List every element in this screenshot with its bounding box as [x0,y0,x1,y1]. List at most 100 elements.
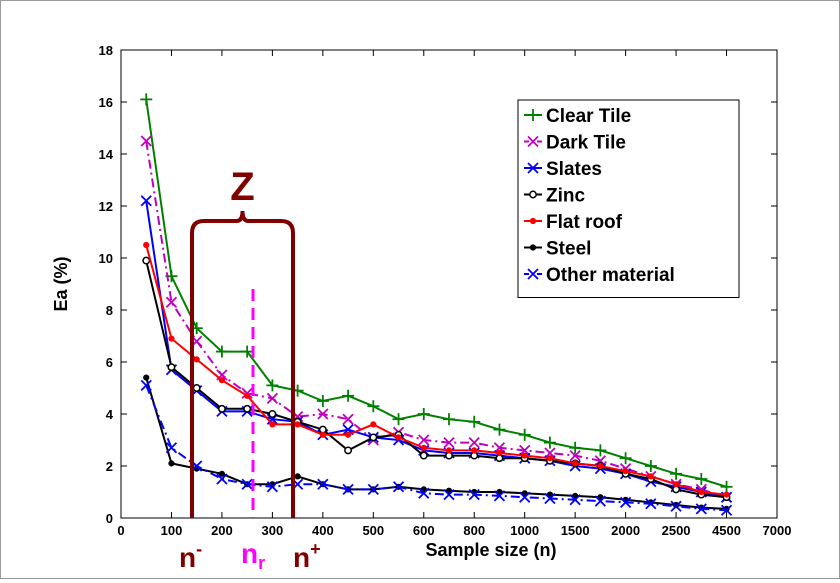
data-point [167,363,176,372]
data-point [723,491,730,498]
n-minus-label: n- [179,539,202,573]
data-point-b [165,296,178,308]
series-line [145,385,727,512]
x-tick-label: 800 [463,523,485,538]
legend-entry: Other material [524,265,675,286]
series-line [145,377,727,510]
data-point [529,217,537,225]
data-point [572,492,579,499]
data-point [521,490,528,497]
data-point-b [342,413,354,425]
y-tick-label: 6 [106,355,113,370]
data-point-b [594,495,607,507]
data-point [496,488,503,496]
data-point [471,447,478,454]
n-plus-label: n+ [293,539,321,573]
legend-entry: Zinc [524,186,585,207]
data-point [420,444,427,451]
data-point-b [317,408,329,420]
data-point-b [468,436,480,449]
series-line [145,260,727,499]
data-point [395,434,402,441]
data-point-b [266,392,279,405]
data-point [168,460,175,467]
x-tick-label: 500 [362,523,384,538]
x-tick-label: 4500 [712,523,741,538]
y-tick-label: 18 [99,43,113,58]
legend-entry: Steel [524,239,591,260]
legend-entry: Slates [524,159,602,180]
data-point-b [266,481,279,493]
data-point [218,470,226,477]
y-tick-label: 10 [99,251,113,266]
y-axis-label: Ea (%) [51,256,71,311]
data-point [370,421,377,428]
data-point [445,487,453,494]
data-point [243,404,252,413]
legend-label: Dark Tile [546,133,626,154]
data-point-b [342,483,354,496]
data-point [218,377,226,384]
z-bracket [190,210,295,518]
data-point-b [527,268,539,280]
data-point-b [317,478,329,490]
data-point-b [468,488,480,501]
data-point-b [695,503,707,515]
data-point-b [140,379,152,392]
data-point-b [493,490,506,502]
legend-entry: Clear Tile [524,106,631,127]
y-tick-label: 2 [106,459,113,474]
data-point [572,460,579,467]
data-point [698,488,705,496]
data-point [496,449,503,457]
x-tick-label: 2000 [611,523,640,538]
data-point [143,374,150,381]
data-point-b [241,478,253,490]
series-flat-roof [143,241,730,498]
data-point-b [367,483,379,496]
data-point-b [569,494,581,506]
x-tick-label: 2500 [662,523,691,538]
x-tick-label: 7000 [763,523,792,538]
data-point-b [720,504,733,516]
data-point [546,491,554,498]
data-point [193,356,200,363]
x-tick-label: 400 [312,523,334,538]
data-point [672,481,680,488]
y-tick-label: 0 [106,511,113,526]
y-tick-label: 16 [99,95,113,110]
data-point-b [619,496,632,509]
data-point [294,421,301,428]
data-point [546,455,554,462]
data-point [142,256,151,265]
y-tick-label: 14 [99,147,114,162]
n-r-label: nr [241,538,265,573]
legend-label: Slates [546,159,602,180]
y-tick-label: 4 [106,407,114,422]
x-tick-label: 200 [211,523,233,538]
data-point-b [527,162,539,174]
series-line [145,244,727,496]
data-point-b [443,488,455,501]
data-point-b [216,473,228,485]
legend-box [517,99,740,298]
data-point-b [645,498,657,510]
data-point [344,431,352,438]
data-point [597,462,604,470]
legend-label: Clear Tile [546,106,631,127]
legend-label: Other material [546,265,675,286]
data-point [369,433,378,442]
data-point-b [569,449,581,462]
legend-label: Steel [546,239,591,260]
data-point [319,431,326,438]
data-point-b [392,481,405,493]
data-point [529,190,537,199]
series-clear-tile [140,93,733,493]
data-point [244,392,251,399]
data-point [168,335,175,342]
legend-label: Zinc [546,186,585,207]
data-point-b [670,500,682,512]
data-point [420,486,427,493]
x-tick-label: 300 [262,523,284,538]
